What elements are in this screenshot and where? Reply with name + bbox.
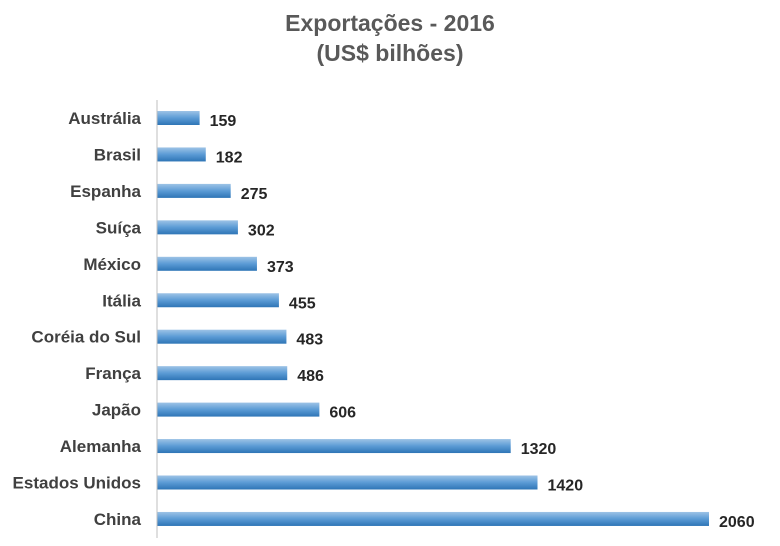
value-label: 606 bbox=[329, 405, 356, 422]
chart-title: Exportações - 2016 bbox=[285, 10, 495, 36]
category-label: Coréia do Sul bbox=[31, 328, 141, 347]
category-label: Japão bbox=[92, 401, 141, 420]
bar-0 bbox=[157, 111, 200, 125]
bar-5 bbox=[157, 293, 279, 308]
value-label: 2060 bbox=[719, 514, 755, 531]
bar-3 bbox=[157, 220, 238, 235]
value-label: 1420 bbox=[548, 478, 584, 495]
bar-1 bbox=[157, 147, 206, 162]
bar-9 bbox=[157, 439, 511, 454]
value-label: 1320 bbox=[521, 441, 557, 458]
bar-4 bbox=[157, 256, 257, 271]
category-label: Suíça bbox=[96, 218, 142, 237]
bar-2 bbox=[157, 183, 231, 198]
value-label: 159 bbox=[210, 113, 237, 130]
chart-subtitle: (US$ bilhões) bbox=[316, 40, 464, 66]
category-label: Brasil bbox=[94, 145, 141, 164]
category-label: México bbox=[83, 255, 141, 274]
category-label: França bbox=[85, 364, 141, 383]
value-label: 182 bbox=[216, 149, 243, 166]
category-label: Espanha bbox=[70, 182, 141, 201]
category-label: Alemanha bbox=[60, 437, 142, 456]
bar-8 bbox=[157, 402, 320, 417]
chart-title-block: Exportações - 2016 (US$ bilhões) bbox=[0, 8, 780, 68]
value-label: 486 bbox=[297, 368, 324, 385]
value-label: 373 bbox=[267, 259, 294, 276]
value-label: 302 bbox=[248, 222, 275, 239]
category-label: Estados Unidos bbox=[13, 474, 141, 493]
category-label: China bbox=[94, 510, 142, 529]
value-label: 483 bbox=[296, 332, 323, 349]
category-label: Austrália bbox=[68, 109, 141, 128]
value-label: 275 bbox=[241, 186, 268, 203]
bar-7 bbox=[157, 366, 288, 381]
bar-10 bbox=[157, 475, 538, 490]
bar-11 bbox=[157, 511, 709, 526]
bar-6 bbox=[157, 329, 287, 344]
category-label: Itália bbox=[102, 291, 141, 310]
value-label: 455 bbox=[289, 295, 316, 312]
